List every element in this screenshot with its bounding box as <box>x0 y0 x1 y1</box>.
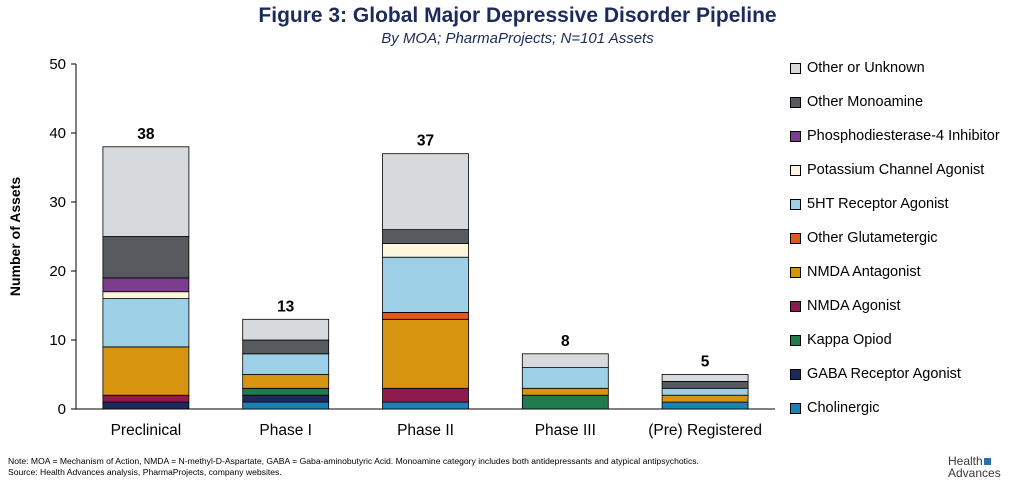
bar-segment-other-or-unknown <box>661 374 749 382</box>
logo-mark-icon <box>983 458 991 465</box>
x-tick-label: Phase II <box>397 422 454 439</box>
bar-segment-5ht-receptor-agonist <box>382 256 469 313</box>
bar-segment-gaba-receptor-agonist <box>102 401 190 410</box>
bar-segment-5ht-receptor-agonist <box>661 387 749 396</box>
legend-item: Other Glutametergic <box>790 228 938 248</box>
y-tick-label: 0 <box>58 401 66 418</box>
bar-segment-nmda-antagonist <box>102 346 190 396</box>
legend-label: 5HT Receptor Agonist <box>807 196 949 212</box>
bar-segment-kappa-opiod <box>242 387 330 396</box>
logo-line1: Health <box>948 454 983 468</box>
legend-label: Other or Unknown <box>807 60 925 76</box>
legend-item: 5HT Receptor Agonist <box>790 194 949 214</box>
bar-total-label: 37 <box>417 133 434 150</box>
y-tick-label: 50 <box>49 56 66 73</box>
x-tick-label: Phase I <box>259 422 312 439</box>
bar-segment-nmda-antagonist <box>242 374 330 389</box>
legend-label: Kappa Opiod <box>807 332 892 348</box>
y-axis-label: Number of Assets <box>7 177 23 297</box>
bar-total-label: 13 <box>277 298 295 315</box>
logo-line2: Advances <box>948 466 1001 480</box>
bar-segment-5ht-receptor-agonist <box>521 367 609 389</box>
legend-item: NMDA Agonist <box>790 296 901 316</box>
x-tick-label: (Pre) Registered <box>648 422 762 439</box>
bar-segment-kappa-opiod <box>521 394 609 410</box>
y-tick-label: 10 <box>49 332 66 349</box>
bar-segment-nmda-antagonist <box>661 394 749 403</box>
bar-segment-potassium-channel-agonist <box>102 291 190 300</box>
chart-subtitle: By MOA; PharmaProjects; N=101 Assets <box>381 30 654 47</box>
bar-total-label: 5 <box>701 354 710 371</box>
legend-swatch <box>790 334 801 346</box>
legend-item: Other or Unknown <box>790 58 925 78</box>
bar-segment-cholinergic <box>661 401 749 410</box>
legend-label: NMDA Agonist <box>807 298 901 314</box>
legend-label: Phosphodiesterase-4 Inhibitor <box>807 128 1000 144</box>
legend-swatch <box>790 232 801 244</box>
legend-swatch <box>790 402 801 414</box>
legend-item: Phosphodiesterase-4 Inhibitor <box>790 126 1000 146</box>
bar-segment-cholinergic <box>242 401 330 410</box>
legend-swatch <box>790 300 801 312</box>
legend-item: Kappa Opiod <box>790 330 892 350</box>
health-advances-logo: Health Advances <box>948 455 1001 479</box>
legend-label: NMDA Antagonist <box>807 264 921 280</box>
legend-item: Potassium Channel Agonist <box>790 160 984 180</box>
bar-segment-other-or-unknown <box>382 153 469 230</box>
chart-title: Figure 3: Global Major Depressive Disord… <box>258 4 777 27</box>
bar-segment-gaba-receptor-agonist <box>242 394 330 403</box>
bar-segment-other-glutametergic <box>382 311 469 320</box>
legend-item: Other Monoamine <box>790 92 923 112</box>
bar-total-label: 8 <box>561 333 570 350</box>
bar-segment-nmda-antagonist <box>521 387 609 396</box>
bar-segment-other-monoamine <box>242 339 330 355</box>
bar-total-label: 38 <box>137 126 155 143</box>
legend-swatch <box>790 130 801 142</box>
x-tick-label: Preclinical <box>111 422 182 439</box>
legend-swatch <box>790 368 801 380</box>
legend-item: GABA Receptor Agonist <box>790 364 961 384</box>
bar-segment-nmda-antagonist <box>382 318 469 389</box>
legend-label: Other Monoamine <box>807 94 924 110</box>
bar-segment-other-or-unknown <box>242 318 330 341</box>
y-tick-label: 20 <box>49 263 66 280</box>
legend-item: NMDA Antagonist <box>790 262 921 282</box>
legend-swatch <box>790 62 801 74</box>
legend-swatch <box>790 96 801 108</box>
legend-label: Cholinergic <box>807 400 880 416</box>
bar-segment-other-monoamine <box>382 229 469 244</box>
legend-swatch <box>790 266 801 278</box>
x-tick-label: Phase III <box>535 422 596 439</box>
bar-segment-other-monoamine <box>102 236 190 279</box>
legend-label: Potassium Channel Agonist <box>807 162 985 178</box>
footnote-note: Note: MOA = Mechanism of Action, NMDA = … <box>8 456 699 466</box>
bar-segment-phosphodiesterase-4-inhibitor <box>102 277 190 293</box>
bar-segment-5ht-receptor-agonist <box>242 353 330 375</box>
bar-segment-other-monoamine <box>661 380 749 389</box>
y-tick-label: 30 <box>49 194 66 211</box>
bar-segment-nmda-agonist <box>102 394 190 403</box>
y-tick-label: 40 <box>49 125 66 142</box>
legend-label: Other Glutametergic <box>807 230 938 246</box>
legend-label: GABA Receptor Agonist <box>807 366 961 382</box>
bar-segment-nmda-agonist <box>382 387 469 403</box>
bar-segment-other-or-unknown <box>521 353 609 368</box>
footnote-source: Source: Health Advances analysis, Pharma… <box>8 467 282 477</box>
legend-item: Cholinergic <box>790 398 880 418</box>
legend-swatch <box>790 164 801 176</box>
bar-segment-cholinergic <box>382 401 469 410</box>
legend-swatch <box>790 198 801 210</box>
bar-segment-5ht-receptor-agonist <box>102 298 190 348</box>
bar-segment-potassium-channel-agonist <box>382 242 469 258</box>
bar-segment-other-or-unknown <box>102 146 190 237</box>
